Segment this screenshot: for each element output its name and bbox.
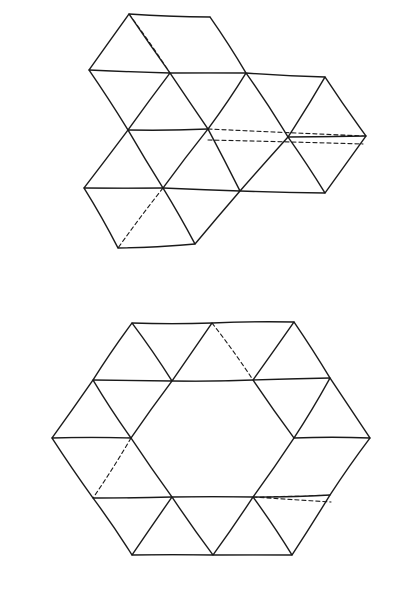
solid-edge [171,496,214,556]
solid-edge [209,16,247,74]
solid-edge [329,437,371,496]
solid-edge [211,321,295,324]
solid-edge [245,72,289,138]
solid-edge [252,496,293,556]
solid-edge [207,128,241,192]
solid-edge [324,76,367,137]
hexagon-ring-figure [51,321,371,556]
solid-edge [291,494,331,556]
solid-edge [162,128,209,189]
solid-edge [127,128,209,131]
solid-edge [293,377,331,439]
dashed-fold-edge [252,496,332,503]
solid-edge [293,321,331,379]
solid-edge [88,69,171,74]
solid-edge [293,436,371,439]
solid-edge [88,69,129,131]
solid-edge [131,496,173,556]
solid-edge [239,190,326,194]
solid-edge [239,136,289,192]
solid-edge [83,129,129,189]
solid-edge [131,322,173,382]
solid-edge [252,321,295,381]
dashed-fold-edge [92,437,132,499]
solid-edge [127,129,164,189]
solid-edge [92,322,133,381]
solid-edge [162,187,196,245]
solid-edge [252,377,331,381]
solid-edge [171,322,213,382]
solid-edge [88,13,130,71]
solid-edge [252,437,295,498]
solid-edge [92,379,173,382]
solid-edge [324,135,367,194]
dashed-fold-edge [211,322,254,381]
dashed-fold-edge [128,13,171,74]
solid-edge [128,13,211,18]
solid-edge [207,72,247,130]
solid-edge [287,135,367,138]
solid-edge [287,76,326,138]
solid-edge [171,379,254,382]
solid-edge [169,72,209,130]
solid-edge [117,243,196,249]
solid-edge [329,377,371,439]
solid-edge [212,496,254,556]
solid-edge [287,136,326,194]
solid-edge [51,379,94,439]
solid-edge [127,72,171,131]
dashed-fold-edge [252,494,331,498]
solid-edge [162,187,241,192]
solid-edge [245,72,326,78]
dashed-fold-edge [207,128,367,137]
solid-edge [130,437,173,498]
solid-edge [194,190,241,245]
solid-edge [130,380,173,439]
solid-edge [92,497,133,556]
triangle-cluster-figure [83,13,367,249]
dashed-fold-edge [117,187,164,249]
solid-edge [131,322,213,325]
solid-edge [51,436,132,439]
solid-edge [51,437,94,499]
solid-edge [92,496,173,499]
solid-edge [252,379,295,439]
solid-edge [92,379,132,439]
solid-edge [83,187,119,249]
dashed-fold-edge [207,139,364,145]
